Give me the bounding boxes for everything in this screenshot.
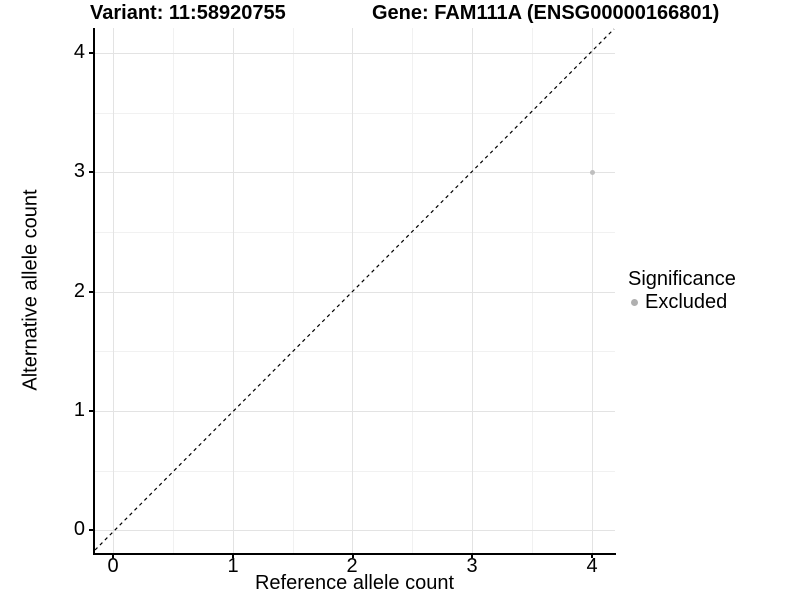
x-axis-line [93, 553, 616, 555]
data-point-excluded [589, 169, 595, 175]
gridline-y4 [94, 53, 615, 54]
y-tick-1 [89, 410, 94, 412]
x-tick-1 [232, 553, 234, 558]
y-tick-3 [89, 171, 94, 173]
gridline-minor-h [94, 471, 615, 472]
x-tick-label-1: 1 [227, 555, 239, 577]
x-tick-3 [471, 553, 473, 558]
y-tick-4 [89, 52, 94, 54]
x-tick-4 [591, 553, 593, 558]
x-tick-2 [352, 553, 354, 558]
x-tick-label-4: 4 [586, 555, 598, 577]
gridline-y3 [94, 172, 615, 173]
y-tick-0 [89, 529, 94, 531]
gridline-x0 [113, 28, 114, 553]
gridline-x2 [352, 28, 353, 553]
plot-title-gene: Gene: FAM111A (ENSG00000166801) [372, 2, 720, 24]
y-tick-label-3: 3 [73, 160, 85, 182]
x-tick-label-3: 3 [466, 555, 478, 577]
legend-item-excluded: Excluded [628, 291, 736, 313]
gridline-x4 [592, 28, 593, 553]
gridline-minor-h [94, 351, 615, 352]
identity-reference-line [94, 28, 615, 551]
gridline-minor-h [94, 232, 615, 233]
y-tick-2 [89, 291, 94, 293]
y-tick-label-4: 4 [73, 41, 85, 63]
x-tick-label-2: 2 [346, 555, 358, 577]
legend-title: Significance [628, 268, 736, 290]
legend-marker-circle-icon [631, 298, 638, 306]
x-tick-0 [112, 553, 114, 558]
y-tick-label-2: 2 [73, 280, 85, 302]
y-tick-label-1: 1 [73, 399, 85, 421]
y-tick-label-0: 0 [73, 518, 85, 540]
gridline-y2 [94, 292, 615, 293]
y-axis-title: Alternative allele count [19, 189, 42, 391]
gridline-y0 [94, 530, 615, 531]
plot-title-variant: Variant: 11:58920755 [90, 2, 286, 24]
x-axis-title: Reference allele count [254, 572, 454, 594]
gridline-minor-v [532, 28, 533, 553]
gridline-x1 [233, 28, 234, 553]
x-tick-label-0: 0 [107, 555, 119, 577]
gridline-y1 [94, 411, 615, 412]
gridline-minor-h [94, 113, 615, 114]
gridline-minor-v [173, 28, 174, 553]
gridline-minor-v [412, 28, 413, 553]
gridline-x3 [472, 28, 473, 553]
legend-item-label: Excluded [645, 291, 728, 313]
gridline-minor-v [293, 28, 294, 553]
plot-panel [94, 28, 615, 553]
legend: Significance Excluded [628, 268, 736, 313]
